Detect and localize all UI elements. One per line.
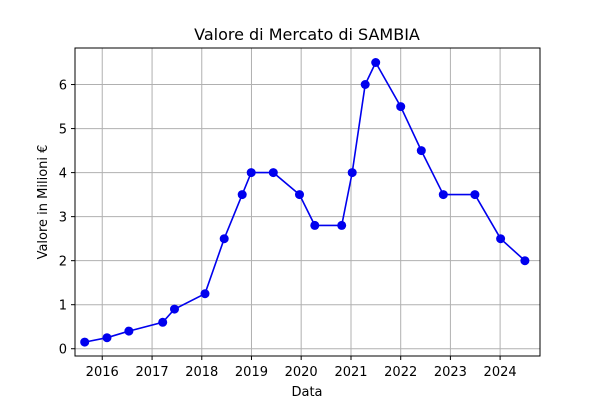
x-tick-label: 2022 — [384, 365, 417, 380]
x-tick-label: 2023 — [434, 365, 467, 380]
y-axis-title: Valore in Milioni € — [36, 145, 51, 260]
data-point — [337, 220, 347, 230]
ticks-layer: 2016 2017 2018 2019 2020 2021 2022 2023 2024 0 1 2 3… — [59, 79, 517, 380]
data-point — [371, 58, 381, 67]
x-tick-label: 2017 — [136, 365, 169, 380]
data-point — [237, 190, 247, 200]
data-point — [520, 256, 530, 266]
data-point — [347, 168, 357, 178]
y-tick-label: 5 — [59, 123, 67, 138]
data-point — [310, 220, 320, 230]
x-tick-label: 2019 — [235, 365, 268, 380]
data-point — [219, 234, 229, 244]
x-tick-label: 2021 — [334, 365, 367, 380]
x-tick-label: 2024 — [484, 365, 517, 380]
data-point — [170, 304, 179, 314]
data-point — [295, 190, 304, 200]
x-tick-label: 2018 — [185, 365, 218, 380]
data-point — [470, 190, 480, 200]
y-tick-label: 1 — [59, 299, 67, 314]
x-tick-label: 2016 — [86, 365, 119, 380]
x-axis-title: Data — [291, 385, 322, 400]
data-point — [396, 102, 406, 112]
data-point — [200, 289, 210, 299]
chart-title: Valore di Mercato di SAMBIA — [194, 25, 420, 44]
plot-frame — [74, 47, 541, 357]
data-point — [102, 333, 112, 343]
x-tick-label: 2020 — [285, 365, 318, 380]
grid-lines — [75, 48, 540, 356]
data-point — [360, 80, 370, 89]
data-point — [416, 146, 426, 156]
y-tick-label: 3 — [59, 211, 67, 226]
y-tick-label: 2 — [59, 255, 67, 270]
y-tick-label: 6 — [59, 79, 67, 94]
series-line — [84, 60, 526, 343]
y-tick-label: 4 — [59, 167, 67, 182]
data-point — [438, 190, 448, 200]
data-point — [124, 326, 134, 336]
data-point — [268, 168, 278, 178]
series-layer — [80, 58, 530, 347]
data-point — [496, 234, 506, 244]
data-point — [80, 337, 90, 347]
y-tick-label: 0 — [59, 343, 67, 358]
data-point — [158, 317, 168, 327]
data-point — [246, 168, 256, 178]
